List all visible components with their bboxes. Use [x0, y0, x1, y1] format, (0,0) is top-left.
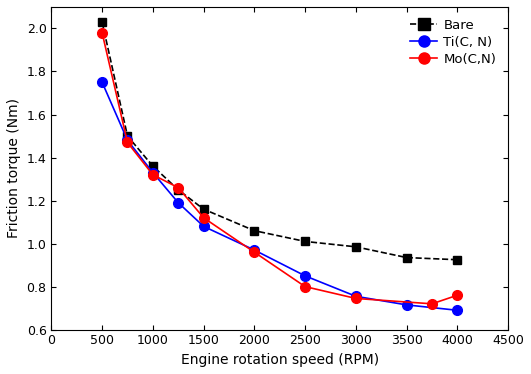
Ti(C, N) [99, 80, 105, 85]
Legend: Bare, Ti(C, N), Mo(C,N): Bare, Ti(C, N), Mo(C,N) [405, 13, 501, 71]
Bare [454, 257, 460, 262]
Ti(C, N) [150, 170, 156, 175]
Mo(C,N) [251, 250, 258, 254]
Line: Mo(C,N): Mo(C,N) [97, 28, 462, 309]
Ti(C, N) [454, 308, 460, 313]
Ti(C, N) [124, 138, 131, 142]
Bare [200, 207, 207, 211]
Mo(C,N) [429, 301, 435, 306]
Mo(C,N) [124, 140, 131, 145]
Bare [353, 245, 359, 249]
Mo(C,N) [175, 186, 182, 190]
Mo(C,N) [302, 284, 309, 289]
Bare [99, 20, 105, 24]
Bare [302, 239, 309, 244]
Line: Ti(C, N): Ti(C, N) [97, 77, 462, 315]
Mo(C,N) [454, 293, 460, 297]
Ti(C, N) [404, 303, 410, 307]
Ti(C, N) [175, 200, 182, 205]
Bare [124, 134, 131, 138]
Ti(C, N) [353, 294, 359, 298]
Mo(C,N) [353, 296, 359, 301]
Mo(C,N) [200, 215, 207, 220]
Bare [404, 255, 410, 260]
Mo(C,N) [99, 31, 105, 35]
Line: Bare: Bare [98, 18, 461, 264]
Y-axis label: Friction torque (Nm): Friction torque (Nm) [7, 98, 21, 238]
X-axis label: Engine rotation speed (RPM): Engine rotation speed (RPM) [181, 353, 379, 367]
Bare [175, 187, 182, 192]
Bare [150, 164, 156, 168]
Bare [251, 229, 258, 233]
Ti(C, N) [251, 248, 258, 252]
Ti(C, N) [302, 274, 309, 278]
Mo(C,N) [150, 172, 156, 177]
Ti(C, N) [200, 224, 207, 229]
